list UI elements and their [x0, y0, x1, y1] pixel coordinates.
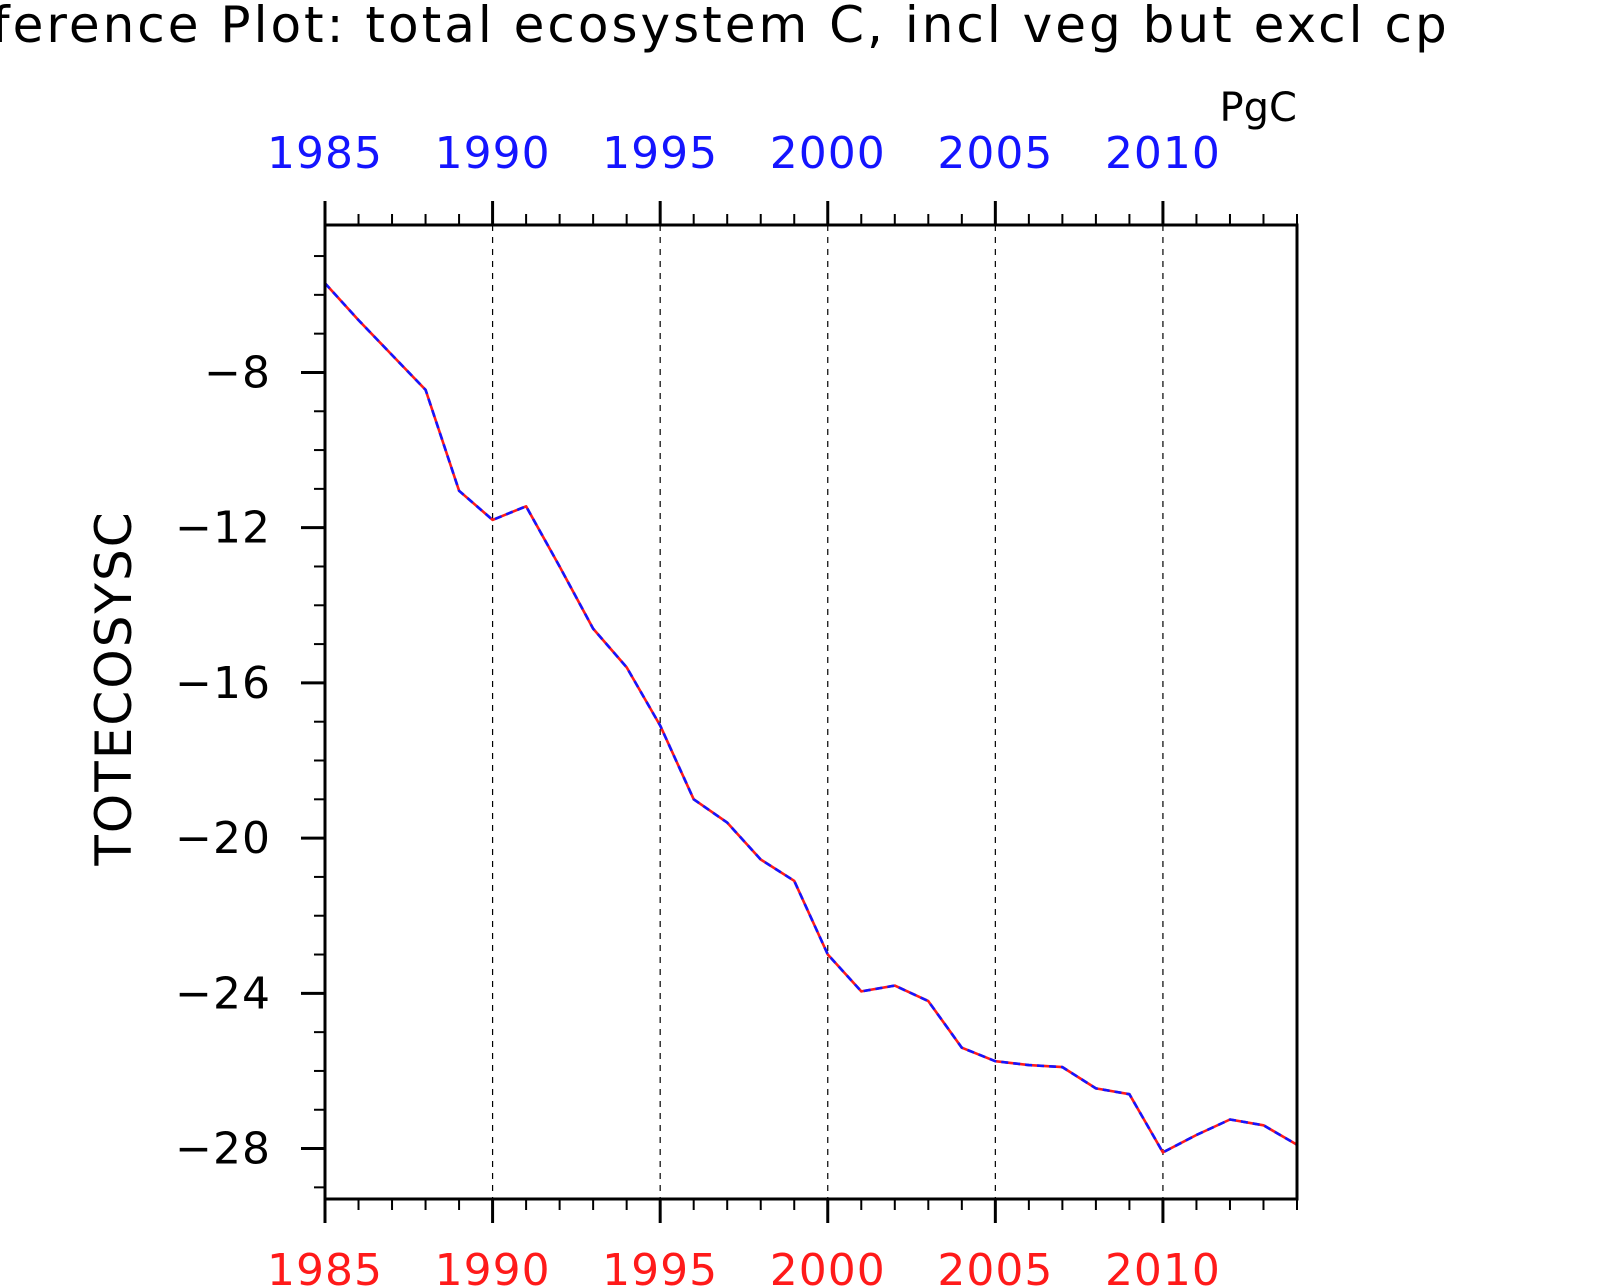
x-tick-label-top-2010: 2010 [1105, 128, 1221, 179]
x-tick-label-bottom-2010: 2010 [1105, 1245, 1221, 1287]
x-tick-label-bottom-2005: 2005 [937, 1245, 1053, 1287]
series-line-1 [324, 282, 1298, 1154]
x-tick-label-top-2005: 2005 [937, 128, 1053, 179]
y-tick-label-28: −28 [175, 1124, 271, 1175]
units-label: PgC [1220, 85, 1297, 131]
y-tick-label-24: −24 [175, 968, 271, 1019]
grid [491, 225, 1164, 1199]
axes [301, 201, 1299, 1223]
x-tick-label-top-1985: 1985 [267, 128, 383, 179]
y-tick-label-20: −20 [175, 813, 271, 864]
x-tick-label-top-1990: 1990 [435, 128, 551, 179]
series-line-2 [324, 282, 1298, 1154]
x-tick-label-top-1995: 1995 [602, 128, 718, 179]
y-tick-label-16: −16 [175, 658, 271, 709]
y-axis-label: TOTECOSYSC [85, 510, 143, 866]
y-tick-label-12: −12 [175, 503, 271, 554]
x-tick-label-bottom-1985: 1985 [267, 1245, 383, 1287]
tick-labels: 1985 1985 1990 1990 1995 1995 2000 2000 2005 2005… [175, 128, 1221, 1287]
x-tick-label-bottom-1995: 1995 [602, 1245, 718, 1287]
y-tick-label-8: −8 [204, 347, 271, 398]
x-tick-label-bottom-1990: 1990 [435, 1245, 551, 1287]
series-layer [324, 282, 1298, 1154]
plot-frame [323, 223, 1299, 1201]
x-tick-label-top-2000: 2000 [770, 128, 886, 179]
x-tick-label-bottom-2000: 2000 [770, 1245, 886, 1287]
chart-title: ference Plot: total ecosystem C, incl ve… [0, 0, 1450, 54]
